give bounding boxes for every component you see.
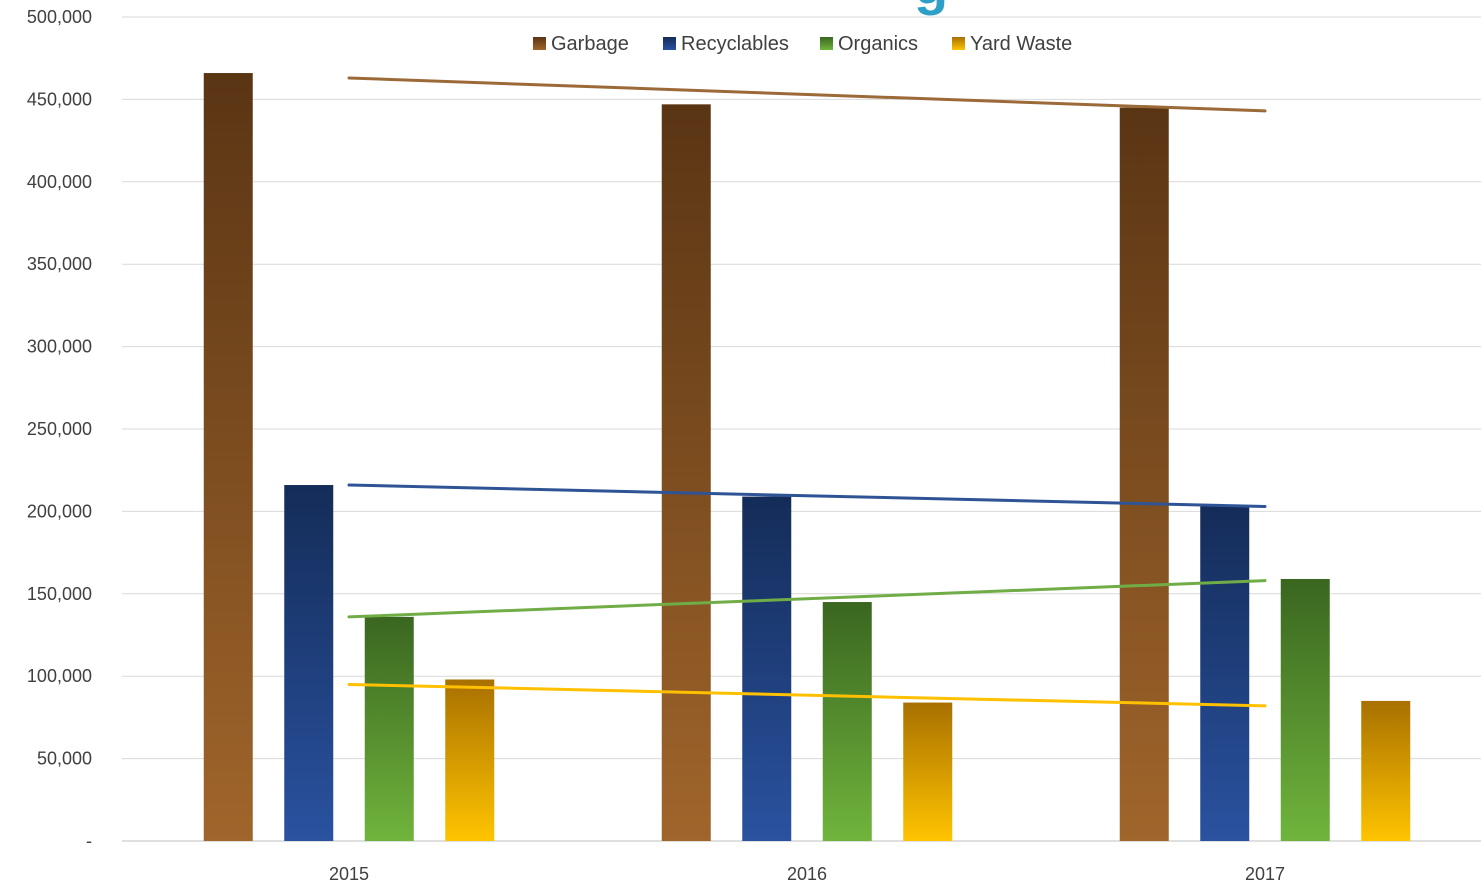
bar-garbage-2015 bbox=[203, 73, 253, 842]
legend-swatch bbox=[952, 37, 965, 50]
y-tick-label: - bbox=[86, 831, 92, 851]
bar-recyclables-2015 bbox=[284, 485, 334, 841]
x-axis: 2015 2016 2017 bbox=[329, 864, 1285, 884]
trendline-yard-waste bbox=[347, 682, 1267, 708]
y-tick-label: 150,000 bbox=[27, 584, 92, 604]
y-tick-label: 350,000 bbox=[27, 254, 92, 274]
bar-recyclables-2017 bbox=[1200, 506, 1250, 841]
x-tick-label: 2017 bbox=[1245, 864, 1285, 884]
bar-organics-2016 bbox=[822, 602, 872, 841]
legend-label: Yard Waste bbox=[970, 33, 1072, 55]
legend-label: Garbage bbox=[551, 33, 629, 55]
trendline-organics bbox=[347, 579, 1267, 619]
bar-garbage-2016 bbox=[661, 104, 711, 842]
legend: Garbage Recyclables Organics Yard Waste bbox=[533, 33, 1072, 55]
legend-swatch bbox=[533, 37, 546, 50]
bar-organics-2015 bbox=[364, 616, 414, 841]
bar-garbage-2017 bbox=[1119, 107, 1169, 841]
x-tick-label: 2016 bbox=[787, 864, 827, 884]
y-tick-label: 500,000 bbox=[27, 7, 92, 27]
bar-yard-waste-2017 bbox=[1361, 700, 1411, 841]
y-axis: - 50,000 100,000 150,000 200,000 250,000 300,0… bbox=[27, 7, 92, 851]
bar-organics-2017 bbox=[1280, 578, 1330, 841]
bars bbox=[203, 73, 1411, 842]
bar-recyclables-2016 bbox=[742, 496, 792, 841]
x-tick-label: 2015 bbox=[329, 864, 369, 884]
y-tick-label: 100,000 bbox=[27, 666, 92, 686]
chart-title-fragment: g bbox=[914, 0, 948, 16]
trendline-garbage bbox=[347, 76, 1267, 113]
legend-label: Organics bbox=[838, 33, 918, 55]
legend-label: Recyclables bbox=[681, 33, 789, 55]
trendline-recyclables bbox=[347, 483, 1267, 508]
y-tick-label: 300,000 bbox=[27, 337, 92, 357]
bar-yard-waste-2015 bbox=[445, 679, 495, 841]
y-tick-label: 250,000 bbox=[27, 419, 92, 439]
gridlines bbox=[122, 16, 1481, 842]
legend-swatch bbox=[820, 37, 833, 50]
y-tick-label: 50,000 bbox=[37, 749, 92, 769]
legend-swatch bbox=[663, 37, 676, 50]
y-tick-label: 450,000 bbox=[27, 89, 92, 109]
y-tick-label: 400,000 bbox=[27, 172, 92, 192]
y-tick-label: 200,000 bbox=[27, 501, 92, 521]
bar-yard-waste-2016 bbox=[903, 702, 953, 841]
trendlines bbox=[347, 76, 1267, 708]
